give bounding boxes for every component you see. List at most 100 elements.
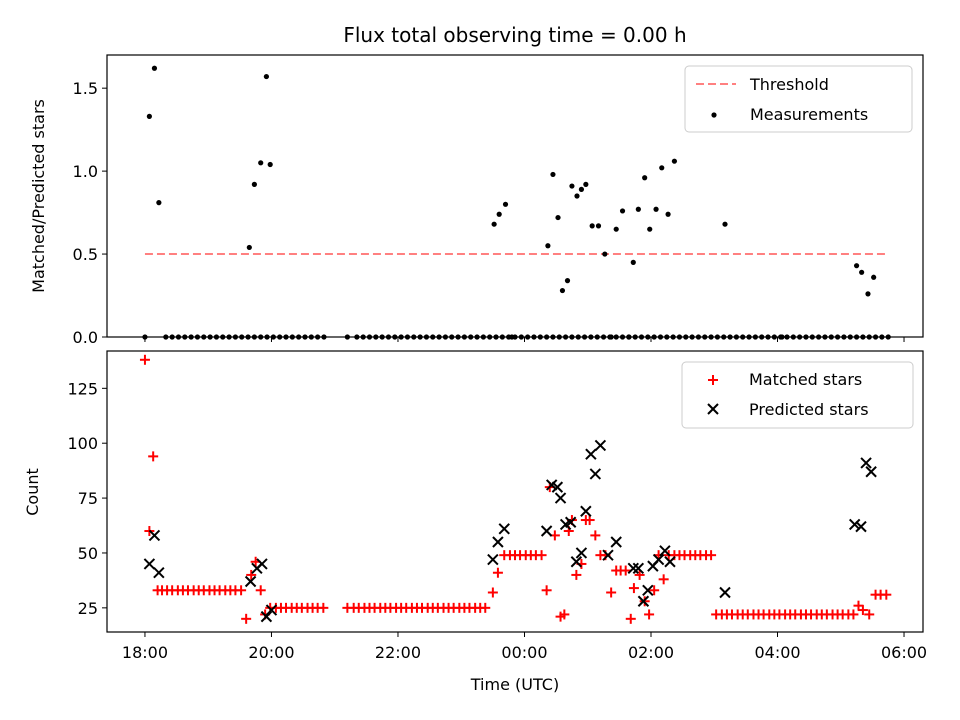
predicted-star-point <box>589 468 602 480</box>
measurement-point <box>146 113 152 119</box>
bottom-xtick-label: 02:00 <box>628 643 674 662</box>
predicted-star-point <box>860 457 872 469</box>
matched-star-point <box>571 569 582 580</box>
top-legend: Threshold Measurements <box>684 65 913 133</box>
predicted-star-point <box>642 584 654 596</box>
matched-star-point <box>487 587 498 598</box>
measurement-point <box>865 291 871 297</box>
measurement-point <box>583 181 589 187</box>
chart-title: Flux total observing time = 0.00 h <box>343 23 686 47</box>
matched-star-point <box>318 602 329 613</box>
measurement-point <box>491 221 497 227</box>
measurement-point <box>859 269 865 275</box>
predicted-star-point <box>664 556 676 568</box>
measurement-point <box>635 206 641 212</box>
bottom-ytick-label: 100 <box>67 434 98 453</box>
predicted-star-point <box>848 518 861 531</box>
predicted-star-point <box>610 536 622 548</box>
predicted-star-point <box>487 553 499 566</box>
measurement-point <box>665 211 671 217</box>
measurement-point <box>574 193 580 199</box>
measurement-point <box>156 200 162 206</box>
matched-star-point <box>625 613 636 624</box>
predicted-star-point <box>627 562 639 575</box>
predicted-star-point <box>659 545 671 557</box>
predicted-star-point <box>153 567 165 579</box>
measurement-point <box>853 263 860 269</box>
bottom-xlabel: Time (UTC) <box>470 675 559 694</box>
predicted-star-point <box>652 553 665 566</box>
predicted-star-point <box>602 549 614 561</box>
bottom-xtick-label: 04:00 <box>754 643 800 662</box>
matched-star-point <box>606 587 617 598</box>
predicted-star-point <box>143 558 156 570</box>
measurement-point <box>550 171 556 178</box>
measurement-point <box>569 183 575 189</box>
measurement-point <box>496 211 502 217</box>
bottom-axes: 25 50 75 100 125 18:00 20:00 22:00 00:00 02:00 04:… <box>67 379 927 662</box>
measurement-point <box>151 65 158 71</box>
matched-star-point <box>620 565 631 576</box>
matched-star-point <box>644 609 655 620</box>
measurement-point <box>246 244 252 251</box>
predicted-star-point <box>148 529 161 542</box>
measurement-point <box>653 206 659 212</box>
matched-star-point <box>590 530 601 541</box>
measurement-point <box>589 223 595 229</box>
measurement-point <box>545 243 551 249</box>
measurement-point <box>871 274 877 280</box>
matched-star-point <box>241 613 252 624</box>
legend-measurements-swatch <box>711 112 717 118</box>
measurement-point <box>642 175 648 181</box>
measurement-point <box>602 251 608 257</box>
legend-matched-label: Matched stars <box>749 370 862 389</box>
predicted-star-point <box>244 575 257 588</box>
bottom-ytick-label: 50 <box>78 544 98 563</box>
bottom-xtick-label: 00:00 <box>501 643 547 662</box>
measurement-point <box>647 226 653 232</box>
legend-threshold-label: Threshold <box>749 75 829 94</box>
matched-star-point <box>857 605 868 616</box>
measurement-point <box>630 259 636 265</box>
measurement-point <box>267 161 273 168</box>
predicted-star-point <box>260 610 273 623</box>
matched-star-point <box>536 550 547 561</box>
matched-star-point <box>236 585 247 596</box>
legend-measurements-label: Measurements <box>750 105 868 124</box>
predicted-star-point <box>719 586 731 599</box>
predicted-star-point <box>855 520 867 533</box>
matched-star-point <box>628 583 639 594</box>
bottom-xtick-label: 18:00 <box>122 643 168 662</box>
bottom-legend-box <box>681 361 914 429</box>
matched-star-point <box>853 600 864 611</box>
predicted-star-point <box>564 516 577 528</box>
top-ytick-label: 0.5 <box>73 245 98 264</box>
measurement-point <box>671 158 678 164</box>
bottom-plot-frame <box>106 350 924 633</box>
legend-matched-swatch <box>708 375 718 385</box>
predicted-star-point <box>492 536 504 548</box>
legend-predicted-label: Predicted stars <box>749 400 869 419</box>
matched-star-point <box>480 602 491 613</box>
measurement-point <box>613 226 619 232</box>
top-ytick-label: 1.5 <box>73 79 98 98</box>
predicted-star-point <box>554 492 567 504</box>
bottom-xtick-label: 20:00 <box>248 643 294 662</box>
matched-star-point <box>584 515 595 526</box>
measurement-point <box>258 160 264 166</box>
measurement-point <box>595 223 602 229</box>
measurement-point <box>578 186 585 192</box>
matched-star-point <box>848 609 859 620</box>
bottom-ytick-label: 25 <box>78 599 98 618</box>
matched-star-point <box>541 585 552 596</box>
predicted-star-point <box>580 505 592 517</box>
bottom-legend: Matched stars Predicted stars <box>681 361 914 429</box>
measurement-point <box>555 214 561 221</box>
predicted-star-point <box>540 525 553 537</box>
top-legend-box <box>684 65 913 133</box>
measurement-point <box>619 208 626 214</box>
measurement-point <box>251 181 257 187</box>
measurement-point <box>564 278 571 284</box>
bottom-panel: 25 50 75 100 125 18:00 20:00 22:00 00:00 02:00 04:… <box>23 350 927 694</box>
